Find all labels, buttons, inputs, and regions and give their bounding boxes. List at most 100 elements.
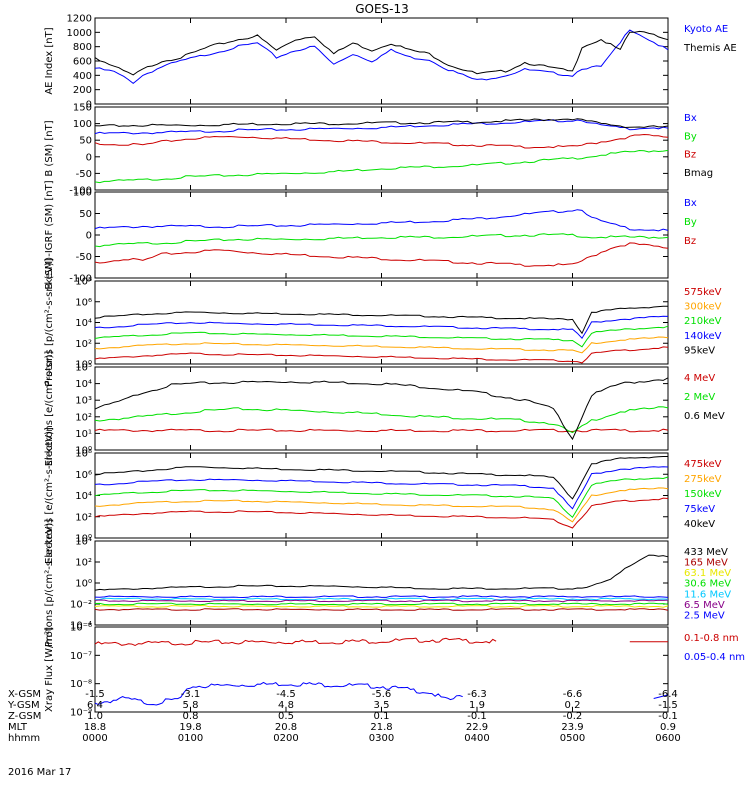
y-tick-label: 600 — [73, 57, 92, 68]
y-axis-label: Electrons [e/(cm²-s-sr)] — [44, 351, 55, 467]
y-tick-label: -50 — [76, 252, 92, 263]
legend-entry: 0.6 MeV — [684, 411, 725, 422]
y-tick-label: 10⁶ — [75, 297, 92, 308]
y-tick-label: 10⁸ — [75, 449, 92, 460]
y-tick-label: -100 — [69, 186, 92, 197]
footer-row-label: hhmm — [8, 733, 40, 744]
panel-frame — [94, 540, 669, 626]
footer-value: -1.5 — [658, 700, 678, 711]
legend-entry: 63.1 MeV — [684, 568, 731, 579]
y-tick-label: 10⁴ — [75, 379, 92, 390]
y-tick-label: 10¹ — [75, 429, 92, 440]
footer-value: 0000 — [82, 733, 107, 744]
y-axis-label: Protons [p/(cm²-s-sr-keV)] — [44, 258, 55, 386]
legend-entry: By — [684, 217, 697, 228]
series-line-11-6-mev — [94, 597, 669, 601]
footer-value: 1.0 — [87, 711, 103, 722]
y-tick-label: 10⁻² — [70, 600, 92, 611]
y-tick-label: 10⁴ — [75, 537, 92, 548]
y-tick-label: 1000 — [67, 28, 92, 39]
y-tick-label: 800 — [73, 42, 92, 53]
footer-value: 0.2 — [565, 700, 581, 711]
legend-entry: Themis AE — [683, 43, 737, 54]
legend-entry: 433 MeV — [684, 547, 728, 558]
legend-entry: 150keV — [684, 489, 722, 500]
panel-frame — [94, 366, 669, 451]
y-tick-label: 50 — [79, 136, 92, 147]
y-tick-label: 100 — [73, 188, 92, 199]
y-tick-label: 10² — [75, 558, 92, 569]
legend-entry: Bx — [684, 198, 697, 209]
legend-entry: Bz — [684, 150, 696, 161]
footer-value: 0200 — [273, 733, 298, 744]
y-tick-label: 10⁻⁴ — [70, 621, 92, 632]
legend-entry: Bz — [684, 236, 696, 247]
y-tick-label: 10⁰ — [75, 534, 92, 545]
legend-entry: 0.05-0.4 nm — [684, 652, 745, 663]
legend-entry: 140keV — [684, 331, 722, 342]
y-tick-label: 10² — [75, 512, 92, 523]
series-line-6-5-mev — [94, 599, 669, 603]
series-line-bz — [94, 242, 669, 267]
panel-b_igrf: -100 -50 0 50 100 B (SM)-IGRF (SM) [nT] Bx By Bz — [44, 180, 697, 289]
y-tick-label: 10⁶ — [75, 470, 92, 481]
footer-value: 0100 — [178, 733, 203, 744]
legend-entry: 275keV — [684, 474, 722, 485]
legend-entry: 210keV — [684, 316, 722, 327]
footer-value: -4.5 — [276, 689, 296, 700]
y-tick-label: 100 — [73, 119, 92, 130]
y-tick-label: 10⁻⁹ — [70, 708, 92, 719]
series-line-0-6-mev — [94, 377, 669, 441]
y-tick-label: 200 — [73, 85, 92, 96]
footer-value: -3.1 — [181, 689, 201, 700]
series-line-0-1-0-8-nm — [94, 637, 497, 647]
footer-value: 3.5 — [374, 700, 390, 711]
panel-electrons_kev: 10⁰ 10² 10⁴ 10⁶ 10⁸ Electrons [e/(cm²-s-sr-ke… — [44, 427, 722, 564]
footer-value: -6.3 — [467, 689, 487, 700]
footer-value: 19.8 — [179, 722, 201, 733]
legend-entry: 11.6 MeV — [684, 589, 731, 600]
panel-xray: 10⁻⁹ 10⁻⁸ 10⁻⁷ 10⁻⁶ Xray Flux [W/m²] 0.1-0.8 … — [44, 623, 745, 719]
footer-value: 6.4 — [87, 700, 103, 711]
series-line-bz — [94, 133, 669, 149]
panel-protons_high: 10⁻⁴ 10⁻² 10⁰ 10² 10⁴ Protons [p/(cm²-s-sr-ke… — [44, 519, 731, 647]
series-line-165-mev — [94, 608, 669, 611]
series-line-segment — [653, 694, 669, 699]
legend-entry: 475keV — [684, 459, 722, 470]
y-tick-label: 0 — [86, 231, 92, 242]
footer-row-label: MLT — [8, 722, 28, 733]
series-line-bx — [94, 209, 669, 232]
footer-value: -6.4 — [658, 689, 678, 700]
footer-value: 20.8 — [275, 722, 297, 733]
legend-entry: 40keV — [684, 519, 715, 530]
series-line-4-mev — [94, 428, 669, 433]
y-axis-label: Xray Flux [W/m²] — [44, 627, 55, 712]
series-line-bx — [94, 119, 669, 135]
footer-value: 22.9 — [466, 722, 488, 733]
legend-entry: Bmag — [684, 168, 713, 179]
footer-value: 0600 — [655, 733, 680, 744]
date-label: 2016 Mar 17 — [8, 767, 71, 778]
series-line-210kev — [94, 325, 669, 348]
series-line-40kev — [94, 456, 668, 500]
series-line-275kev — [94, 487, 669, 523]
y-tick-label: 400 — [73, 71, 92, 82]
y-tick-label: 10⁰ — [75, 579, 92, 590]
footer-value: -6.6 — [563, 689, 583, 700]
panel-electrons_mev: 10⁰ 10¹ 10² 10³ 10⁴ 10⁵ Electrons [e/(cm²-s-sr… — [44, 351, 725, 467]
series-line-bmag — [94, 118, 669, 129]
footer-value: 23.9 — [561, 722, 583, 733]
legend-entry: 75keV — [684, 504, 715, 515]
panel-b_sm: -100 -50 0 50 100 150 B (SM) [nT] Bx By Bz Bmag — [44, 103, 713, 197]
y-axis-label: B (SM) [nT] — [44, 120, 55, 176]
legend-entry: 30.6 MeV — [684, 579, 731, 590]
panel-frame — [94, 452, 669, 539]
series-line-themis-ae — [94, 30, 669, 76]
panel-frame — [94, 17, 669, 105]
footer-value: 0.5 — [278, 711, 294, 722]
footer-value: -0.1 — [467, 711, 487, 722]
footer-value: 0.1 — [374, 711, 390, 722]
footer-value: 18.8 — [84, 722, 106, 733]
